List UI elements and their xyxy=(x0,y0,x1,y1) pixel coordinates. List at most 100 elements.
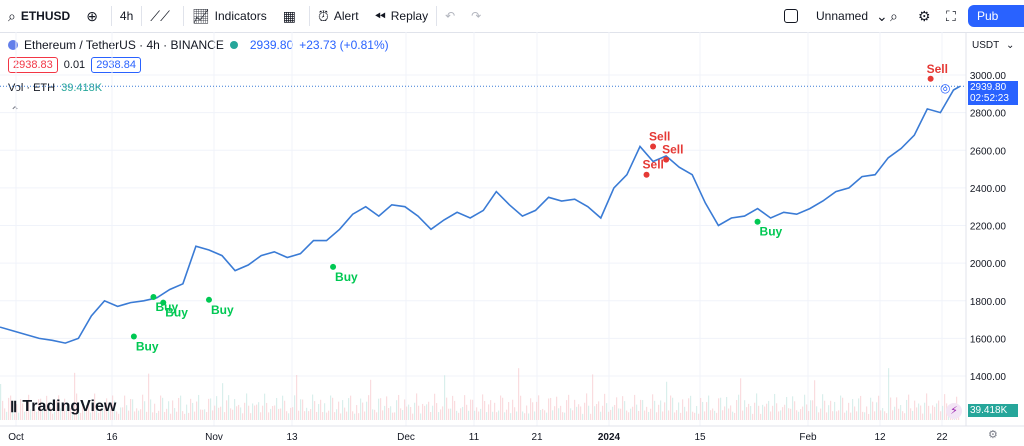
volume-bar xyxy=(44,405,46,420)
volume-bar xyxy=(370,379,372,420)
fullscreen-button[interactable]: ⛶ xyxy=(938,0,969,32)
volume-bar xyxy=(270,408,272,420)
volume-bar xyxy=(238,404,240,420)
layout-select[interactable]: Unnamed ⌄ xyxy=(776,0,901,32)
sell-price-button[interactable]: 2938.83 xyxy=(8,57,58,73)
time-scale-settings-icon[interactable]: ⚙︎ xyxy=(988,429,998,441)
volume-bar xyxy=(834,401,836,420)
x-tick-label: 16 xyxy=(106,432,118,443)
interval-button[interactable]: 4h xyxy=(112,0,141,32)
compare-button[interactable]: ⊕ xyxy=(78,0,111,32)
volume-bar xyxy=(470,399,472,420)
volume-bar xyxy=(728,408,730,420)
volume-bar xyxy=(748,403,750,420)
buy-signal-dot xyxy=(130,333,137,340)
volume-bar xyxy=(458,412,460,420)
volume-bar xyxy=(686,411,688,420)
volume-bar xyxy=(564,412,566,420)
volume-tag: 39.418K xyxy=(968,404,1018,417)
buy-price-button[interactable]: 2938.84 xyxy=(91,57,141,73)
volume-bar xyxy=(498,410,500,420)
volume-bar xyxy=(576,406,578,420)
volume-bar xyxy=(820,408,822,420)
volume-bar xyxy=(580,406,582,420)
volume-bar xyxy=(210,398,212,420)
volume-bar xyxy=(552,410,554,420)
volume-bar xyxy=(452,395,454,420)
y-tick-label: 1800.00 xyxy=(970,297,1007,308)
sell-signal-dot xyxy=(650,143,657,150)
volume-bar xyxy=(496,412,498,420)
buy-signal-label: Buy xyxy=(335,270,358,284)
volume-bar xyxy=(346,411,348,420)
publish-button[interactable]: Pub xyxy=(968,5,1024,27)
symbol-title[interactable]: Ethereum / TetherUS · 4h · BINANCE xyxy=(24,38,224,52)
sell-signal-dot xyxy=(663,156,670,163)
volume-bar xyxy=(42,410,44,420)
volume-bar xyxy=(110,408,112,420)
volume-bar xyxy=(390,406,392,420)
volume-bar xyxy=(366,401,368,420)
volume-bar xyxy=(856,411,858,420)
volume-bar xyxy=(206,412,208,420)
indicators-button[interactable]: 📈︎ Indicators xyxy=(184,0,275,32)
volume-bar xyxy=(486,412,488,420)
volume-value: 39.418K xyxy=(61,82,103,94)
chart-type-button[interactable]: ⟋⟋ xyxy=(142,0,183,32)
volume-bar xyxy=(910,408,912,420)
quick-trade-icon[interactable]: ◎ xyxy=(940,81,951,95)
volume-bar xyxy=(926,393,928,420)
volume-bar xyxy=(608,411,610,420)
volume-bar xyxy=(900,405,902,420)
templates-button[interactable]: ▦ xyxy=(275,0,309,32)
alert-button[interactable]: ⏰︎ Alert xyxy=(310,0,367,32)
volume-bar xyxy=(256,404,258,420)
symbol-search[interactable]: ⌕ ETHUSD xyxy=(0,0,78,32)
legend-collapse-icon[interactable]: ⌃ xyxy=(10,104,21,118)
search-icon: ⌕ xyxy=(8,7,16,24)
volume-bar xyxy=(214,405,216,420)
brand-name: TradingView xyxy=(22,398,117,415)
lightning-icon[interactable]: ⚡︎ xyxy=(946,403,962,419)
volume-bar xyxy=(446,397,448,420)
tradingview-logo[interactable]: Ⅱ TradingView xyxy=(10,398,116,416)
volume-bar xyxy=(770,411,772,420)
volume-bar xyxy=(766,403,768,420)
undo-button[interactable]: ↶ xyxy=(445,9,456,23)
volume-bar xyxy=(736,400,738,420)
y-tick-label: 1400.00 xyxy=(970,372,1007,383)
x-tick-label: Dec xyxy=(397,432,415,443)
volume-bar xyxy=(718,398,720,420)
volume-bar xyxy=(614,404,616,420)
volume-bar xyxy=(566,400,568,420)
volume-bar xyxy=(478,411,480,420)
volume-bar xyxy=(814,380,816,420)
quick-search-button[interactable]: ⌕ xyxy=(882,0,911,32)
volume-bar xyxy=(862,411,864,420)
volume-bar xyxy=(490,400,492,420)
volume-bar xyxy=(58,395,60,420)
settings-button[interactable]: ⚙︎ xyxy=(910,0,944,32)
volume-bar xyxy=(38,399,40,420)
volume-bar xyxy=(230,408,232,420)
volume-bar xyxy=(750,406,752,420)
search-icon: ⌕ xyxy=(890,7,898,24)
volume-bar xyxy=(428,401,430,420)
volume-bar xyxy=(172,400,174,420)
volume-bar xyxy=(12,410,14,420)
replay-button[interactable]: ⏪︎ Replay xyxy=(367,0,437,32)
currency-select[interactable]: USDT xyxy=(972,40,1000,51)
volume-bar xyxy=(674,412,676,420)
volume-bar xyxy=(148,373,150,420)
chart-legend: Ethereum / TetherUS · 4h · BINANCE 2939.… xyxy=(8,38,389,52)
volume-bar xyxy=(472,399,474,420)
volume-bar xyxy=(476,407,478,420)
volume-bar xyxy=(868,413,870,420)
volume-bar xyxy=(142,394,144,420)
indicators-label: Indicators xyxy=(214,9,267,23)
volume-bar xyxy=(288,413,290,420)
volume-bar xyxy=(670,395,672,420)
redo-button[interactable]: ↷ xyxy=(471,9,482,23)
y-tick-label: 2200.00 xyxy=(970,222,1007,233)
